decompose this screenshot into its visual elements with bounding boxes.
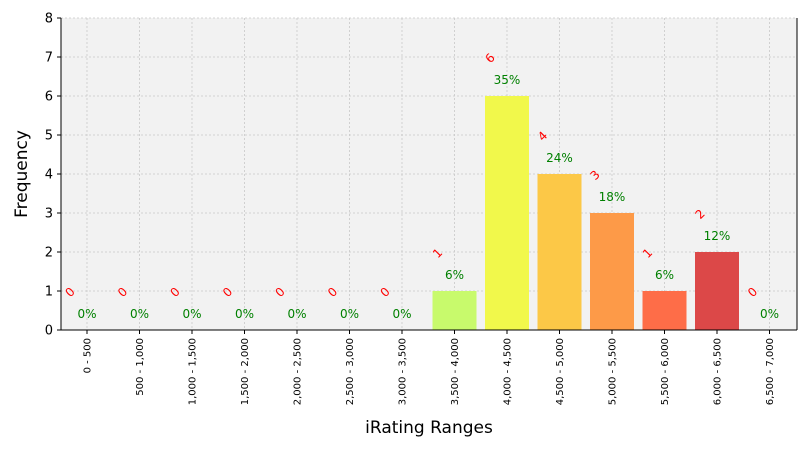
- y-tick-label: 5: [45, 129, 53, 144]
- y-axis-label: Frequency: [12, 130, 32, 218]
- y-tick-label: 6: [45, 90, 53, 105]
- y-tick-label: 2: [45, 246, 53, 261]
- percent-label: 6%: [655, 268, 674, 282]
- bar: [590, 213, 634, 330]
- x-tick-label: 5,000 - 5,500: [608, 338, 619, 405]
- percent-label: 18%: [599, 190, 626, 204]
- x-tick-label: 4,500 - 5,000: [555, 338, 566, 405]
- x-tick-label: 1,500 - 2,000: [240, 338, 251, 405]
- bar: [485, 96, 529, 330]
- x-tick-label: 6,500 - 7,000: [765, 338, 776, 405]
- percent-labels: 0% 0% 0% 0% 0% 0% 0% 6% 35% 24% 18% 6% 12% 0%: [77, 73, 779, 321]
- percent-label: 0%: [287, 307, 306, 321]
- bar: [432, 291, 477, 330]
- bar: [537, 174, 582, 330]
- percent-label: 0%: [130, 307, 149, 321]
- percent-label: 0%: [760, 307, 779, 321]
- x-tick-label: 3,000 - 3,500: [398, 338, 409, 405]
- percent-label: 6%: [445, 268, 464, 282]
- bar: [695, 252, 739, 330]
- y-tick-label: 7: [45, 51, 53, 66]
- x-tick-label: 2,500 - 3,000: [345, 338, 356, 405]
- x-tick-label: 4,000 - 4,500: [503, 338, 514, 405]
- x-axis-label: iRating Ranges: [365, 418, 493, 438]
- percent-label: 0%: [235, 307, 254, 321]
- percent-label: 35%: [494, 73, 521, 87]
- x-tick-label: 0 - 500: [83, 338, 94, 373]
- y-tick-label: 1: [45, 285, 53, 300]
- percent-label: 12%: [704, 229, 731, 243]
- x-axis: 0 - 500 500 - 1,000 1,000 - 1,500 1,500 - 2…: [61, 18, 798, 405]
- percent-label: 0%: [340, 307, 359, 321]
- x-tick-label: 3,500 - 4,000: [450, 338, 461, 405]
- y-tick-label: 3: [45, 207, 53, 222]
- x-tick-label: 1,000 - 1,500: [188, 338, 199, 405]
- percent-label: 0%: [77, 307, 96, 321]
- percent-label: 0%: [392, 307, 411, 321]
- x-tick-label: 500 - 1,000: [135, 338, 146, 396]
- y-tick-label: 8: [45, 12, 53, 27]
- bars: [432, 96, 739, 330]
- x-tick-label: 6,000 - 6,500: [713, 338, 724, 405]
- percent-label: 24%: [546, 151, 573, 165]
- y-tick-label: 4: [45, 168, 53, 183]
- y-axis: 0 1 2 3 4 5 6 7 8: [45, 12, 62, 339]
- x-tick-label: 2,000 - 2,500: [293, 338, 304, 405]
- bar: [642, 291, 687, 330]
- y-tick-label: 0: [45, 324, 53, 339]
- x-tick-label: 5,500 - 6,000: [660, 338, 671, 405]
- percent-label: 0%: [182, 307, 201, 321]
